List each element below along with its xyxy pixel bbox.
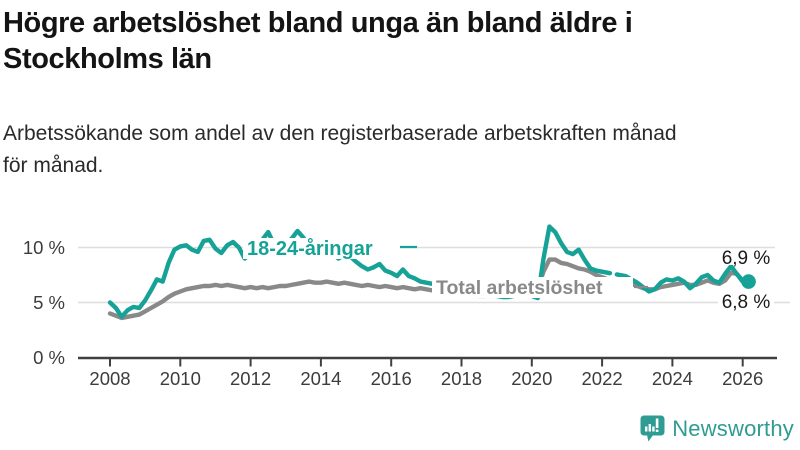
newsworthy-logo: Newsworthy	[640, 415, 794, 442]
x-axis-tick-label: 2008	[89, 368, 130, 389]
newsworthy-logo-text: Newsworthy	[672, 415, 794, 441]
x-axis-tick-label: 2018	[441, 368, 482, 389]
series-label-youth: 18-24-åringar	[247, 237, 373, 260]
x-axis-tick-label: 2026	[722, 368, 763, 389]
x-axis-tick-label: 2012	[230, 368, 271, 389]
x-axis-tick-label: 2016	[371, 368, 412, 389]
end-label-halo	[718, 294, 774, 311]
x-axis-tick-label: 2014	[300, 368, 341, 389]
x-axis-tick-label: 2020	[511, 368, 552, 389]
page-title: Högre arbetslöshet bland unga än bland ä…	[3, 5, 797, 77]
chart-subtitle-line2: för månad.	[3, 154, 104, 177]
end-value-label-total: 6,8 %	[722, 292, 771, 313]
series-line-youth-dashed-segment	[599, 269, 628, 279]
x-axis-tick-label: 2010	[160, 368, 201, 389]
end-label-halo	[718, 251, 774, 265]
chart-subtitle-line1: Arbetssökande som andel av den registerb…	[3, 122, 677, 145]
page-title-line2: Stockholms län	[3, 43, 212, 75]
x-axis-tick-label: 2022	[582, 368, 623, 389]
x-axis-tick-label: 2024	[652, 368, 693, 389]
newsworthy-speech-bubble-bar-chart-icon	[640, 415, 665, 442]
y-axis-tick-label: 5 %	[33, 292, 65, 313]
series-label-halo	[243, 238, 401, 259]
y-axis-tick-label: 10 %	[23, 237, 65, 258]
chart-subtitle: Arbetssökande som andel av den registerb…	[3, 118, 797, 182]
y-axis-tick-label: 0 %	[33, 347, 65, 368]
end-value-label-youth: 6,9 %	[722, 248, 771, 269]
series-line-youth	[623, 264, 751, 294]
series-label-total: Total arbetslöshet	[436, 277, 603, 299]
page-title-line1: Högre arbetslöshet bland unga än bland ä…	[3, 7, 633, 39]
series-end-dot	[741, 274, 756, 289]
series-label-halo	[432, 277, 633, 298]
